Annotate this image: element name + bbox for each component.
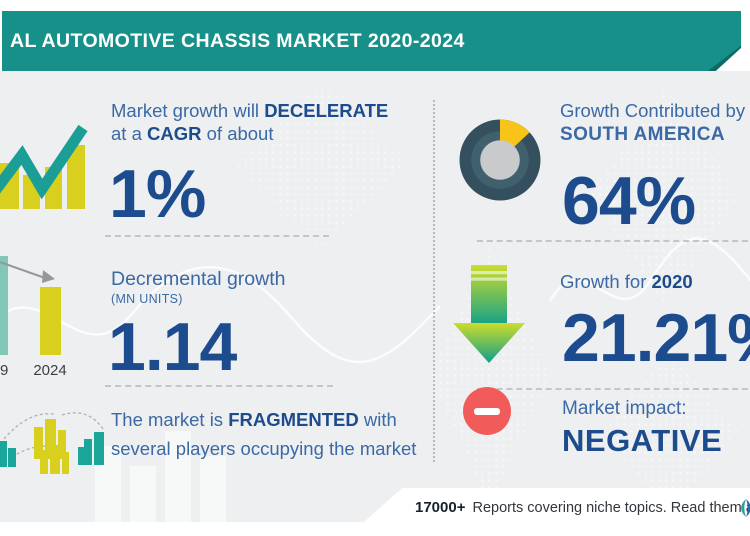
watermark-bar-2 xyxy=(130,466,156,522)
title-banner: AL AUTOMOTIVE CHASSIS MARKET 2020-2024 xyxy=(2,11,741,71)
decline-bar-chart-icon xyxy=(0,256,61,355)
contribution-line1: Growth Contributed by xyxy=(560,100,746,121)
content-panel: 9 2024 Market growth will DECELERATE at … xyxy=(0,71,750,522)
negative-minus-icon xyxy=(463,387,511,435)
footer-band xyxy=(348,488,750,536)
decremental-value: 1.14 xyxy=(108,309,237,385)
fragmented-emphasis: FRAGMENTED xyxy=(228,409,359,430)
fragmented-market-icon xyxy=(0,412,104,474)
cagr-post-text: of about xyxy=(201,123,274,144)
donut-chart-icon xyxy=(459,119,541,201)
separator-left-2 xyxy=(105,385,333,387)
cagr-emphasis: CAGR xyxy=(147,123,202,144)
fragmentation-pre-text: The market is xyxy=(111,409,229,430)
footer-text: 17000+ Reports covering niche topics. Rea… xyxy=(415,499,750,516)
fragmentation-statement: The market is FRAGMENTED with several pl… xyxy=(111,405,429,463)
page-title: AL AUTOMOTIVE CHASSIS MARKET 2020-2024 xyxy=(10,30,465,52)
year-label-2019: 9 xyxy=(0,362,9,379)
impact-label: Market impact: xyxy=(562,398,687,419)
technavio-logo-icon xyxy=(741,499,750,517)
separator-right-1 xyxy=(477,240,748,242)
separator-left-1 xyxy=(105,235,329,237)
decline-arrow-icon xyxy=(42,270,55,283)
down-arrow-icon xyxy=(453,265,525,363)
growth-2020-year: 2020 xyxy=(651,271,693,292)
growth-2020-label-line: Growth for 2020 xyxy=(560,271,693,293)
cagr-value: 1% xyxy=(109,156,206,232)
footer-message: Reports covering niche topics. Read them… xyxy=(472,500,750,516)
growth-statement-line2: at a CAGR of about xyxy=(111,123,274,145)
growth-2020-label: Growth for xyxy=(560,271,652,292)
cagr-pre-text: at a xyxy=(111,123,147,144)
separator-vertical xyxy=(433,100,435,462)
decremental-unit: (MN UNITS) xyxy=(111,292,183,306)
decremental-title: Decremental growth xyxy=(111,268,286,290)
growth-statement-line1: Market growth will DECELERATE xyxy=(111,100,388,122)
contribution-region: SOUTH AMERICA xyxy=(560,124,725,145)
watermark-bar-4 xyxy=(200,456,226,522)
separator-right-2 xyxy=(477,388,748,390)
minus-bar xyxy=(474,408,500,415)
year-label-2024: 2024 xyxy=(33,362,67,379)
growth-2020-value: 21.21% xyxy=(562,300,750,376)
report-count: 17000+ xyxy=(415,499,466,516)
contribution-value: 64% xyxy=(562,163,696,239)
impact-value: NEGATIVE xyxy=(562,423,723,458)
growth-statement-text: Market growth will xyxy=(111,100,265,121)
trend-up-bar-chart-icon xyxy=(0,124,88,209)
decelerate-emphasis: DECELERATE xyxy=(264,100,389,121)
